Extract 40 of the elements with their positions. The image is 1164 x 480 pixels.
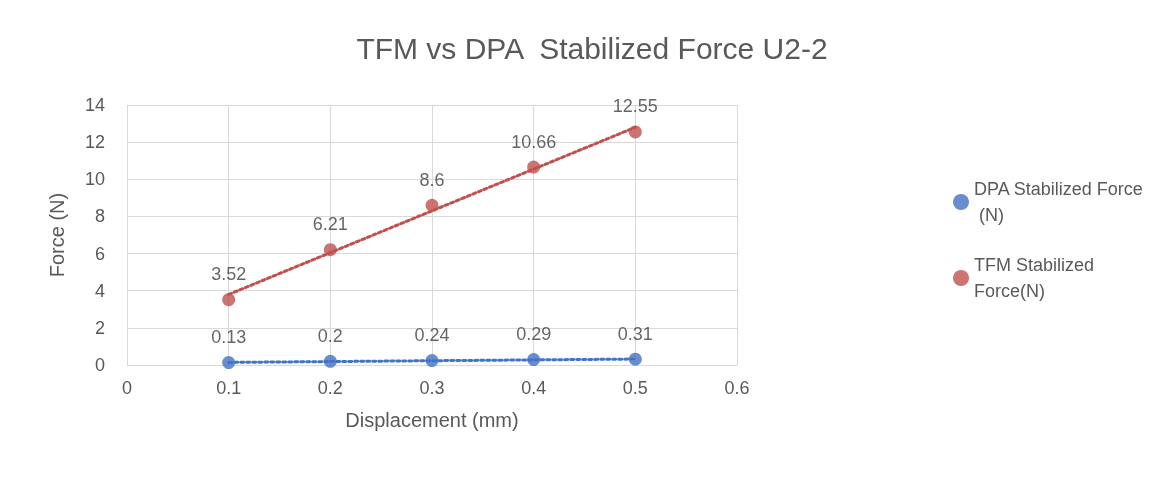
point — [425, 354, 439, 368]
x-tick-label: 0.3 — [419, 378, 445, 398]
x-tick-label: 0.4 — [521, 378, 547, 398]
x-axis-title: Displacement (mm) — [345, 409, 519, 431]
x-tick-label: 0.1 — [216, 378, 242, 398]
point — [628, 125, 642, 139]
chart-title: TFM vs DPA Stabilized Force U2-2 — [356, 31, 828, 65]
y-tick-label: 0 — [94, 355, 105, 375]
y-tick-label: 12 — [84, 132, 105, 153]
legend-label: TFM Stabilized Force(N) — [974, 255, 1100, 301]
point — [425, 198, 439, 212]
data-label: 12.55 — [612, 96, 658, 117]
y-tick-label: 10 — [84, 169, 105, 190]
data-label: 0.24 — [414, 325, 450, 346]
x-tick-label: 0.2 — [317, 378, 343, 398]
data-label: 3.52 — [211, 264, 247, 285]
x-tick-label: 0.6 — [724, 378, 750, 398]
y-tick-label: 2 — [94, 317, 105, 338]
point — [323, 354, 337, 368]
data-label: 10.66 — [511, 131, 557, 152]
data-label: 0.13 — [211, 327, 247, 348]
y-tick-label: 6 — [94, 243, 105, 264]
data-label: 8.6 — [419, 169, 445, 190]
point — [527, 160, 541, 174]
point — [527, 353, 541, 367]
y-tick-label: 14 — [84, 95, 105, 115]
data-label: 0.2 — [317, 325, 343, 346]
y-tick-label: 4 — [94, 280, 105, 301]
y-tick-label: 8 — [94, 206, 105, 227]
y-axis-title: Force (N) — [46, 192, 68, 278]
point — [323, 243, 337, 257]
x-tick-label: 0 — [121, 378, 133, 398]
data-label: 6.21 — [312, 214, 348, 235]
data-label: 0.29 — [516, 324, 552, 345]
data-label: 0.31 — [617, 323, 653, 344]
point — [222, 356, 236, 370]
x-tick-label: 0.5 — [622, 378, 648, 398]
legend-label: DPA Stabilized Force (N) — [974, 179, 1143, 225]
point — [628, 352, 642, 366]
point — [222, 293, 236, 307]
